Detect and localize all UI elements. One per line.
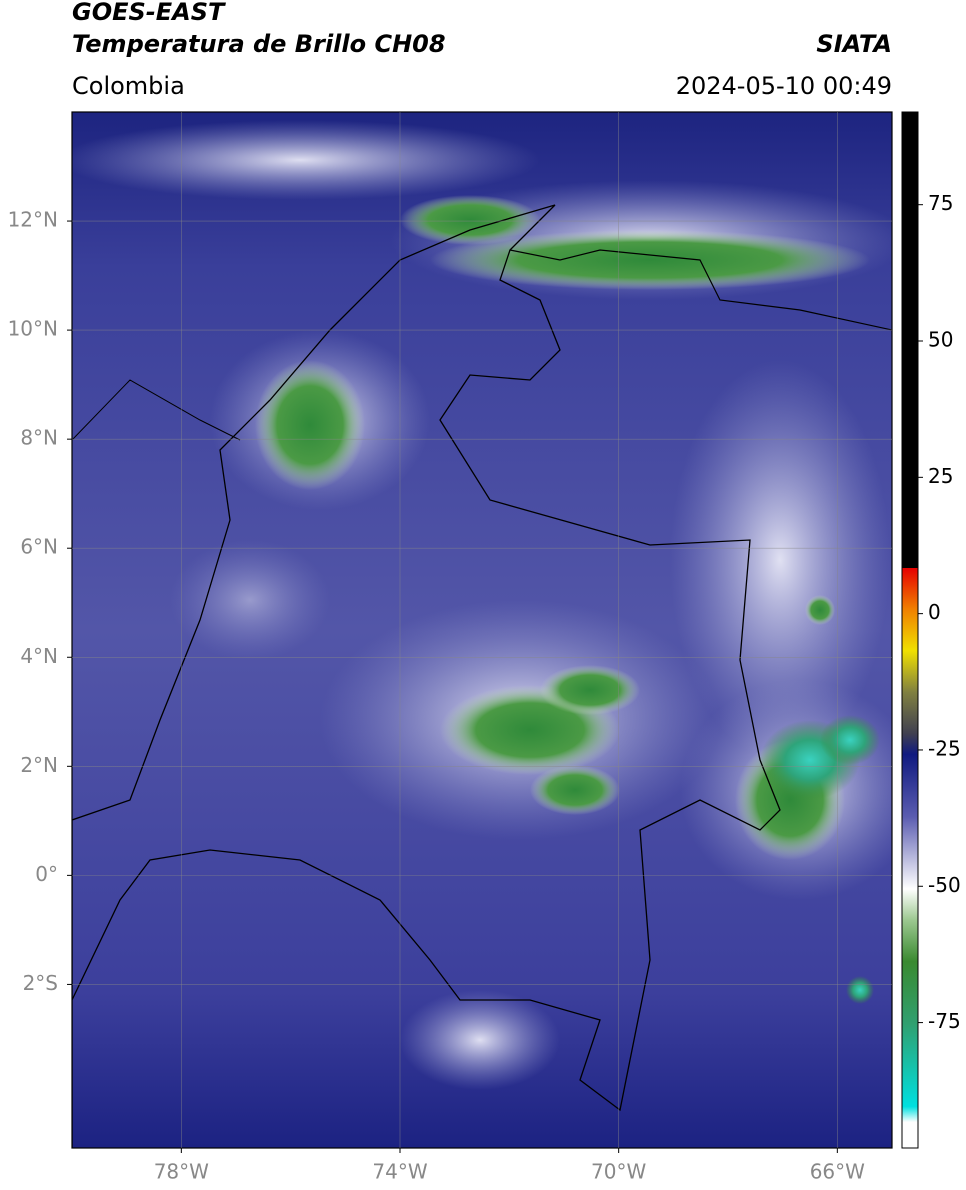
colorbar-tick-label: 75 — [928, 191, 953, 215]
subtitle: Temperatura de Brillo CH08 — [72, 30, 446, 58]
map-frame — [71, 111, 893, 1149]
y-tick-label: 2°N — [20, 753, 58, 777]
colorbar-tick-label: -25 — [928, 736, 961, 760]
source: SIATA — [816, 30, 892, 58]
y-tick-label: 2°S — [23, 971, 58, 995]
x-tick-label: 78°W — [154, 1160, 209, 1184]
x-tick-label: 74°W — [372, 1160, 427, 1184]
x-tick-label: 70°W — [591, 1160, 646, 1184]
region: Colombia — [72, 72, 185, 100]
colorbar-tick-label: -50 — [928, 873, 961, 897]
y-tick-label: 12°N — [8, 208, 58, 232]
colorbar-tick-label: 0 — [928, 600, 941, 624]
timestamp: 2024-05-10 00:49 — [675, 72, 892, 100]
colorbar-tick-label: 25 — [928, 464, 953, 488]
y-tick-label: 8°N — [20, 426, 58, 450]
satellite-image — [72, 112, 892, 1148]
x-tick-label: 66°W — [810, 1160, 865, 1184]
y-tick-label: 6°N — [20, 535, 58, 559]
colorbar — [901, 111, 919, 1149]
title: GOES-EAST — [72, 0, 225, 26]
y-tick-label: 0° — [35, 862, 58, 886]
colorbar-tick-label: -75 — [928, 1009, 961, 1033]
y-tick-label: 10°N — [8, 317, 58, 341]
colorbar-tick-label: 50 — [928, 328, 953, 352]
y-tick-label: 4°N — [20, 644, 58, 668]
